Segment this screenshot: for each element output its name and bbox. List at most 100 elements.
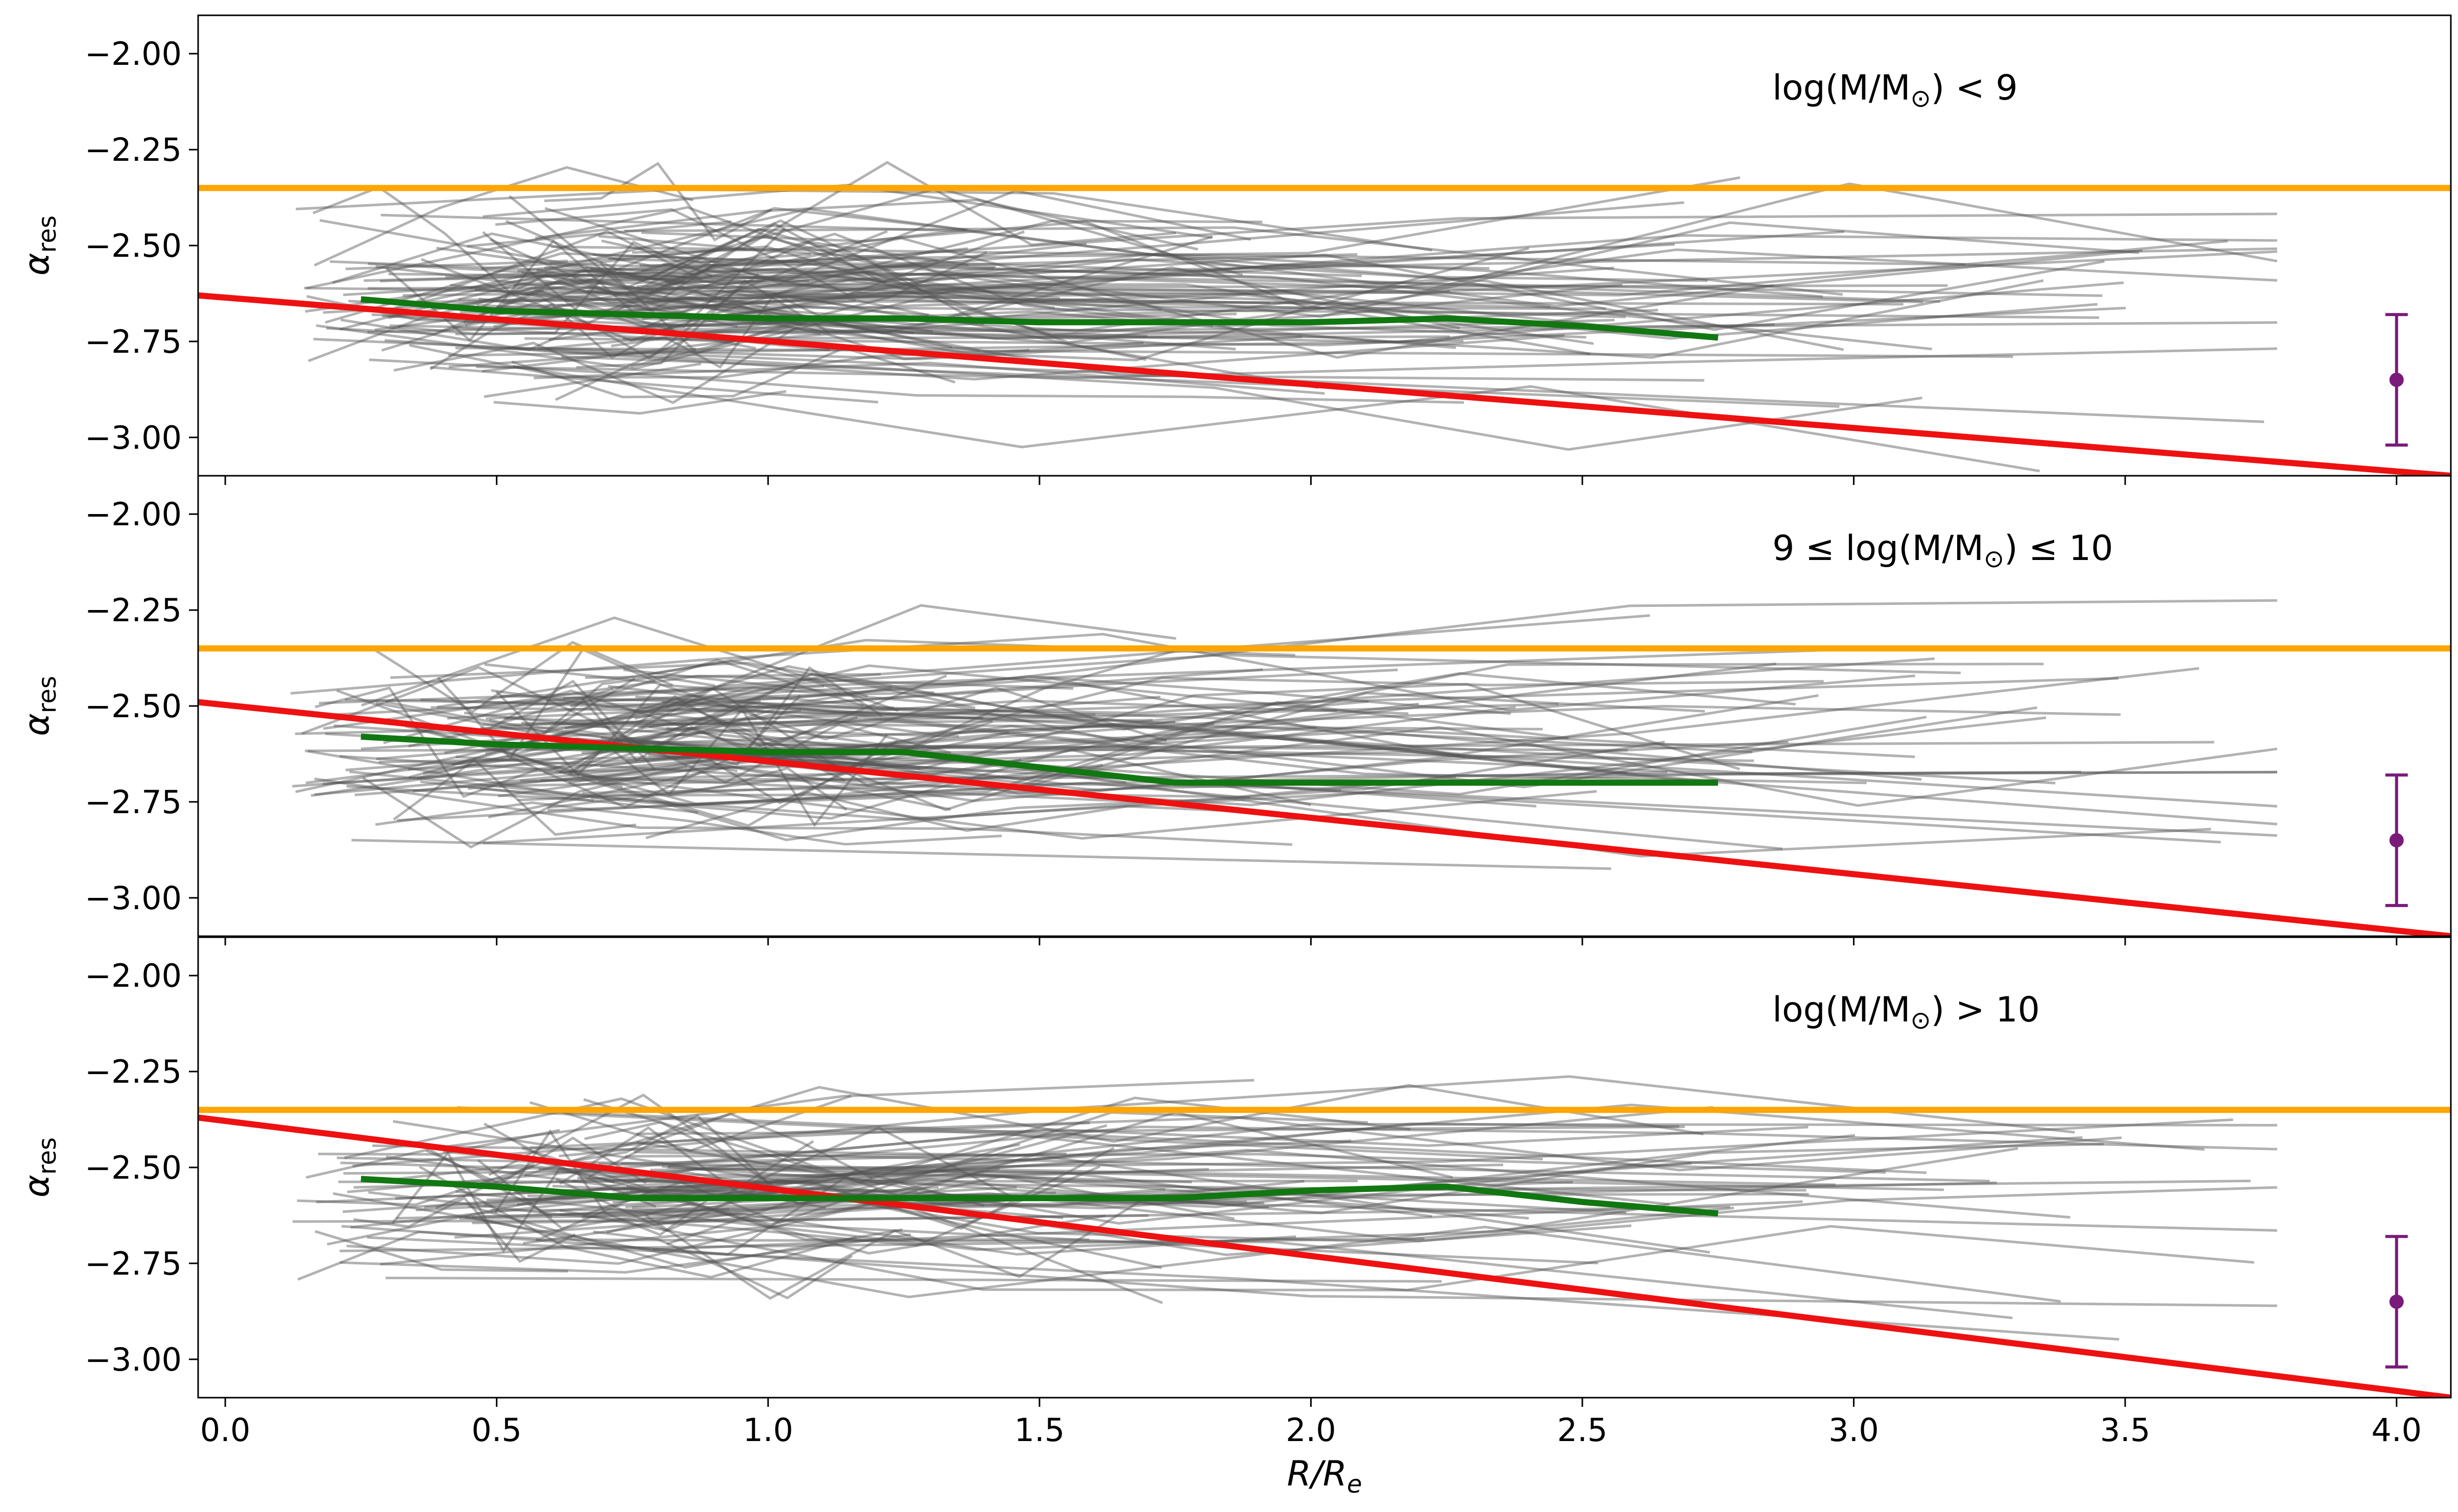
- galaxy-profile-line: [544, 253, 2105, 331]
- galaxy-profile-line: [316, 1163, 1504, 1204]
- galaxy-profile-line: [367, 312, 1237, 333]
- galaxy-profile-line: [484, 1103, 2205, 1206]
- galaxy-profile-line: [610, 747, 848, 811]
- galaxy-profile-line: [577, 1134, 1855, 1208]
- galaxy-profile-line: [570, 247, 2277, 282]
- galaxy-profile-line: [385, 688, 614, 725]
- y-tick-label: −2.00: [85, 496, 182, 533]
- galaxy-profile-line: [339, 699, 761, 771]
- galaxy-profile-line: [641, 212, 2277, 273]
- galaxy-profile-line: [353, 1196, 576, 1263]
- galaxy-profile-line: [495, 208, 1025, 296]
- galaxy-profile-line: [444, 716, 846, 782]
- galaxy-profile-line: [556, 1167, 1000, 1232]
- galaxy-profile-line: [549, 262, 1923, 304]
- galaxy-profile-line: [364, 253, 1358, 282]
- galaxy-profile-line: [499, 774, 2211, 858]
- median-line: [360, 1176, 1719, 1217]
- galaxy-profile-line: [504, 695, 895, 724]
- y-tick-label: −2.25: [85, 592, 182, 629]
- galaxy-profile-line: [380, 1224, 1598, 1266]
- galaxy-profile-line: [634, 1151, 1990, 1183]
- galaxy-profile-line: [644, 1198, 1145, 1300]
- galaxy-profile-line: [585, 673, 881, 679]
- x-tick-label: 3.0: [1828, 1411, 1879, 1449]
- galaxy-profile-line: [538, 335, 1303, 360]
- galaxy-profile-line: [598, 161, 1176, 250]
- galaxy-profile-line: [336, 681, 794, 774]
- galaxy-profile-line: [295, 713, 1096, 735]
- galaxy-profile-line: [336, 1156, 1836, 1186]
- galaxy-profile-line: [391, 1151, 615, 1253]
- galaxy-profile-line: [653, 243, 1675, 302]
- galaxy-profile-line: [452, 320, 1000, 343]
- galaxy-profile-line: [388, 207, 968, 320]
- galaxy-profile-line: [460, 311, 1148, 338]
- galaxy-profile-line: [456, 1106, 1927, 1174]
- galaxy-profile-line: [340, 1237, 1425, 1253]
- galaxy-profile-line: [378, 748, 1148, 764]
- x-tick-label: 1.5: [1015, 1411, 1065, 1449]
- galaxy-profile-line: [314, 700, 1369, 796]
- median-line: [360, 296, 1719, 341]
- galaxy-profile-line: [517, 1180, 736, 1206]
- galaxy-profile-line: [625, 1153, 1886, 1174]
- galaxy-profile-line: [395, 1187, 1106, 1255]
- galaxy-profile-line: [582, 771, 1668, 795]
- panel-mass-label: log(M/M⊙) < 9: [1772, 68, 2018, 113]
- y-axis-label: αres: [17, 1137, 62, 1198]
- galaxy-profile-line: [588, 286, 1626, 319]
- galaxy-profile-line: [559, 1209, 2254, 1291]
- galaxy-profile-line: [565, 250, 2277, 301]
- galaxy-profile-line: [314, 777, 1293, 846]
- galaxy-profile-line: [448, 339, 1464, 357]
- galaxy-profile-line: [332, 232, 811, 284]
- error-bar: [2385, 773, 2408, 907]
- galaxy-profile-line: [424, 1149, 2070, 1219]
- galaxy-profile-line: [338, 1180, 1358, 1183]
- galaxy-profile-line: [326, 288, 544, 335]
- x-axis: 0.0 0.5 1.0 1.5 2.0 2.5 3.0 3.5 4.0 R/Re: [200, 1411, 2422, 1499]
- galaxy-profile-line: [600, 726, 2278, 807]
- galaxy-profile-line: [513, 271, 1061, 300]
- y-tick-label: −2.25: [85, 131, 182, 168]
- panel-2: −2.00 −2.25 −2.50 −2.75 −3.00 αres 9 ≤ log(M/M…: [17, 475, 2452, 945]
- y-axis-label-sub: res: [33, 1137, 62, 1175]
- galaxy-profile-line: [512, 364, 2040, 473]
- galaxy-profile-line: [362, 764, 688, 849]
- x-axis-label: R/Re: [1287, 1454, 1362, 1499]
- galaxy-profile-line: [590, 267, 2103, 297]
- galaxy-profile-line: [375, 801, 1002, 846]
- galaxy-profile-line: [319, 219, 1606, 310]
- y-tick-label: −2.25: [85, 1053, 182, 1090]
- galaxy-profile-line: [393, 316, 953, 404]
- galaxy-profile-line: [352, 1116, 2122, 1172]
- galaxy-profile-line: [505, 219, 919, 285]
- galaxy-profile-line: [555, 1168, 1209, 1192]
- x-tick-label: 0.5: [471, 1411, 522, 1449]
- galaxy-profile-line: [665, 604, 1176, 709]
- galaxy-profile-line: [345, 657, 1935, 715]
- galaxy-profile-line: [467, 220, 732, 248]
- galaxy-profile-line: [524, 1084, 1704, 1177]
- galaxy-profile-line: [645, 791, 1288, 840]
- galaxy-profile-line: [647, 659, 899, 712]
- galaxy-profile-line: [482, 339, 734, 373]
- galaxy-profile-line: [360, 716, 1867, 785]
- galaxy-profile-line: [368, 284, 1948, 290]
- galaxy-profile-line: [429, 303, 673, 371]
- galaxy-profile-line: [521, 1147, 1090, 1241]
- galaxy-profile-line: [455, 347, 2013, 358]
- galaxy-profile-line: [576, 279, 830, 369]
- galaxy-profile-line: [536, 269, 1704, 382]
- galaxy-profile-line: [340, 263, 718, 351]
- error-bar: [2385, 1235, 2408, 1369]
- median-line: [360, 734, 1718, 786]
- galaxy-profile-line: [557, 304, 2100, 319]
- galaxy-profile-line: [669, 281, 2124, 344]
- y-axis-label-main: α: [17, 253, 57, 276]
- galaxy-profile-line: [546, 675, 1511, 715]
- galaxy-profile-line: [479, 787, 1341, 821]
- galaxy-profile-line: [476, 347, 2277, 379]
- galaxy-profile-line: [305, 266, 1460, 335]
